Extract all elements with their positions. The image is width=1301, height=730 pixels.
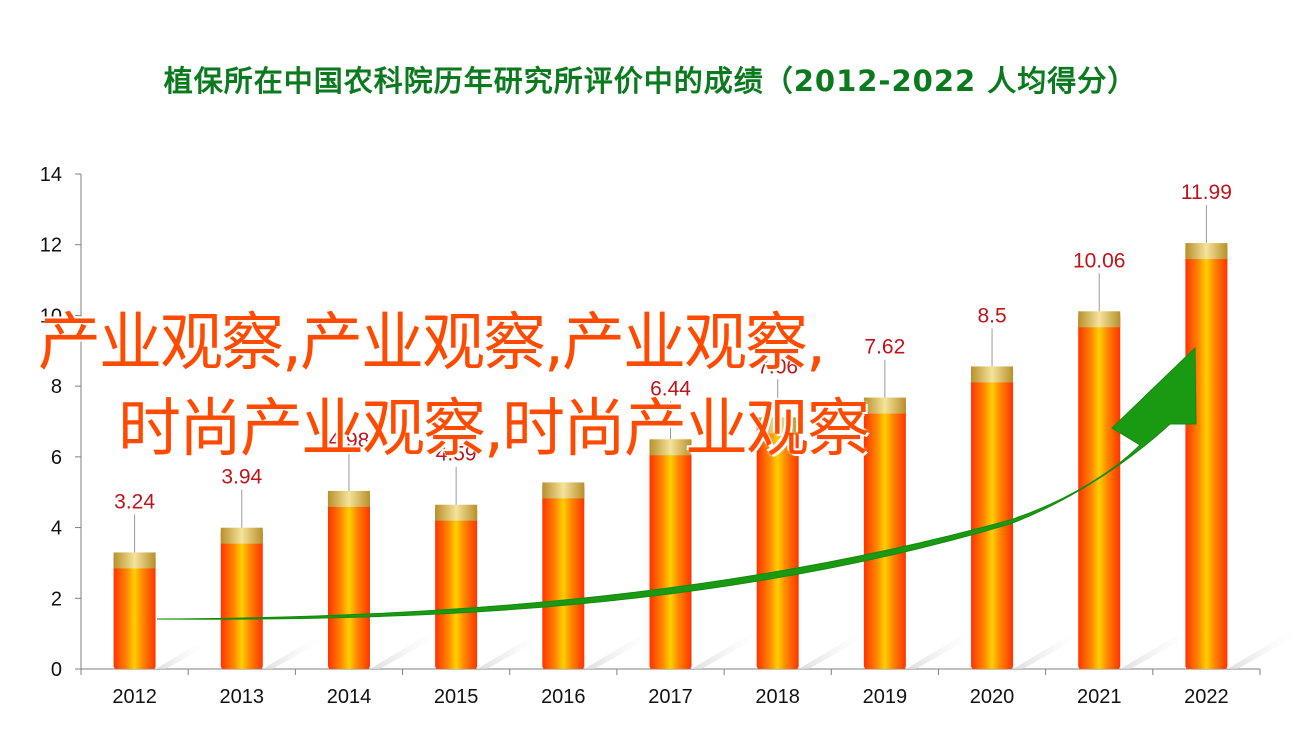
data-label: 10.06 [1073,249,1126,272]
x-tick-label: 2016 [541,686,586,708]
bar [327,492,370,669]
x-tick-label: 2017 [648,686,693,708]
bar-shadow [262,639,326,669]
y-tick-label: 4 [51,518,62,540]
watermark-overlay-line-2: 时尚产业观察,时尚产业观察 [118,392,870,465]
x-tick-label: 2022 [1184,686,1229,708]
y-tick-label: 6 [51,447,62,469]
bar [863,399,906,669]
bar-cap [756,417,799,434]
bar-shadow [369,633,444,669]
bar-cap [113,552,156,569]
x-tick-label: 2013 [220,686,265,708]
y-tick-label: 10 [40,305,62,327]
bar-cap [1078,311,1121,328]
data-label: 8.5 [977,304,1006,327]
y-tick-label: 12 [40,235,62,257]
bar [435,506,478,669]
x-tick-label: 2012 [112,686,157,708]
bar-cap [1185,243,1228,260]
bar-cap [327,490,370,507]
trend-arrow-shape [156,346,1197,620]
bar-cap [649,439,692,456]
bar [542,484,585,669]
x-tick-label: 2014 [327,686,372,708]
y-tick-label: 8 [51,376,62,398]
bar-shadow [155,644,210,669]
chart-title: 植保所在中国农科院历年研究所评价中的成绩（2012-2022 人均得分） [163,64,1138,98]
bar-shadow [905,633,980,669]
data-labels: 3.24 3.94 4.98 4.59 6.44 7.06 7.62 8.5 10.06 11.9… [114,181,1232,553]
x-tick-label: 2019 [863,686,908,708]
bar-shadow [1120,633,1195,669]
bar-cap [220,527,263,544]
data-label: 3.94 [221,466,262,489]
trend-arrow [156,346,1197,620]
y-tick-label: 14 [40,164,62,186]
bar [1185,245,1228,669]
bar-shadow [798,633,873,669]
bar [1078,313,1121,669]
bar-shadow [1013,633,1088,669]
x-tick-label: 2015 [434,686,479,708]
data-label: 7.06 [757,355,798,378]
bar-cap [863,397,906,414]
bar [220,529,263,669]
x-tick-label: 2020 [970,686,1015,708]
bar-shadow [477,634,548,669]
data-label: 11.99 [1181,181,1232,204]
data-label: 3.24 [114,490,155,513]
x-tick-label: 2018 [755,686,800,708]
data-label: 6.44 [650,377,691,400]
bar-shadow [1227,633,1301,669]
y-tick-label: 0 [51,659,62,681]
bar-shadow [584,633,659,669]
bar-cap [435,504,478,521]
data-label: 4.59 [436,443,477,466]
bar [649,441,692,669]
bar [756,419,799,669]
bar-cap [971,366,1014,383]
bar-shadow [691,633,766,669]
y-tick-label: 2 [51,588,62,610]
bars [113,243,1228,669]
data-label: 7.62 [864,336,905,359]
watermark-overlay-line-1: 产业观察,产业观察,产业观察, [38,306,826,379]
data-label: 4.98 [329,429,370,452]
bar [113,554,156,669]
bar-cap [542,482,585,499]
bar-shadows [155,633,1301,669]
bar [971,368,1014,669]
x-tick-label: 2021 [1077,686,1122,708]
